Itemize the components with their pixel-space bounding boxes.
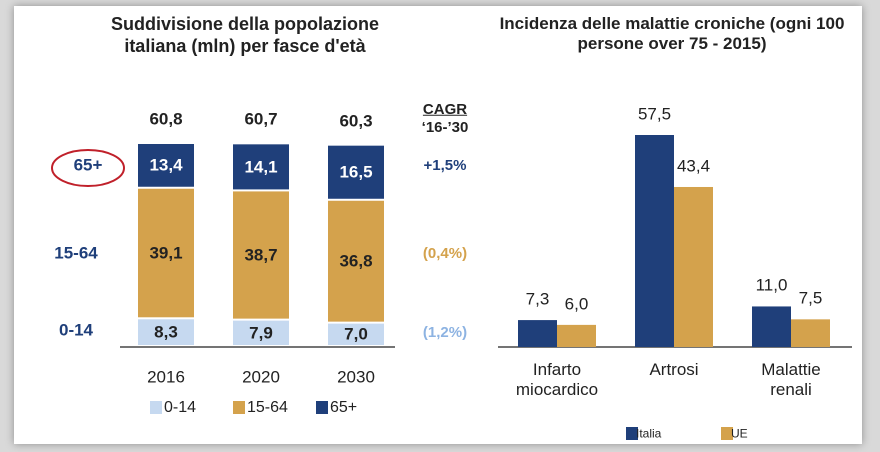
bar (674, 186, 713, 347)
x-tick-label: Artrosi (649, 360, 699, 379)
bar-segment (328, 323, 384, 345)
value-label: 16,5 (339, 162, 373, 182)
value-label: 11,0 (755, 276, 788, 296)
x-tick-label: Malattie renali (761, 360, 821, 399)
value-label: 7,9 (249, 323, 273, 343)
bar (791, 319, 830, 347)
value-label: 57,5 (637, 104, 672, 124)
chart-title: Incidenza delle malattie croniche (ogni … (499, 14, 845, 54)
bar (635, 135, 674, 347)
total-label: 60,7 (244, 109, 278, 129)
bar-segment (328, 145, 384, 199)
cagr-period: ‘16-’30 (421, 118, 469, 136)
cagr-label: (0,4%) (422, 244, 468, 262)
x-tick-label: Infarto miocardico (515, 360, 599, 399)
legend-swatch (316, 401, 328, 414)
value-label: 7,0 (344, 324, 368, 344)
x-tick-label: 2016 (147, 367, 185, 387)
value-label: 13,4 (149, 156, 183, 176)
row-label: 15-64 (54, 243, 98, 263)
chart-title: Suddivisione della popolazione italiana … (110, 14, 380, 56)
value-label: 39,1 (149, 243, 183, 263)
legend-swatch (721, 427, 733, 440)
bar (752, 306, 791, 347)
value-label: 6,0 (564, 294, 589, 314)
legend-label: Italia (636, 426, 662, 441)
legend-swatch (626, 427, 638, 440)
total-label: 60,8 (149, 109, 183, 129)
bar (557, 324, 596, 347)
value-label: 38,7 (244, 245, 278, 265)
bar-segment (328, 200, 384, 322)
legend-swatch (150, 401, 162, 414)
value-label: 8,3 (154, 322, 178, 342)
value-label: 7,3 (525, 289, 550, 309)
value-label: 14,1 (244, 157, 278, 177)
row-label: 0-14 (58, 320, 94, 340)
highlight-ellipse (51, 149, 125, 187)
legend-swatch (233, 401, 245, 414)
bar (518, 320, 557, 347)
total-label: 60,3 (339, 111, 373, 131)
legend-label: 15-64 (247, 399, 288, 417)
x-tick-label: 2030 (337, 367, 375, 387)
bar-segment (233, 320, 289, 345)
cagr-label: (1,2%) (422, 323, 468, 341)
x-tick-label: 2020 (242, 367, 280, 387)
legend-label: 0-14 (164, 399, 197, 417)
value-label: 7,5 (798, 289, 823, 308)
bar-segment (233, 191, 289, 319)
bar-segment (233, 144, 289, 190)
value-label: 43,4 (676, 156, 711, 176)
row-label: 65+ (73, 156, 103, 176)
cagr-title: CAGR (422, 100, 468, 118)
value-label: 36,8 (339, 251, 373, 271)
bar-segment (138, 319, 194, 345)
legend-label: UE (731, 426, 748, 441)
bar-segment (138, 144, 194, 187)
bar-segment (138, 188, 194, 318)
cagr-label: +1,5% (423, 157, 467, 175)
legend-label: 65+ (330, 399, 358, 417)
